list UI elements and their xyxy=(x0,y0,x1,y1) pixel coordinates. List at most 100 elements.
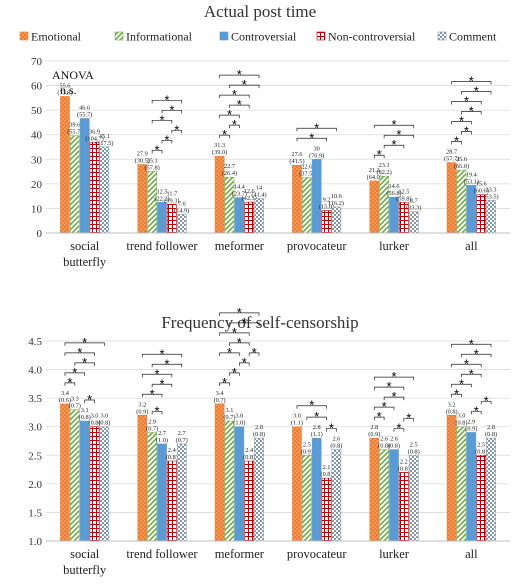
data-label-value: 14.6 xyxy=(388,183,399,190)
data-label-value: 3.0 xyxy=(235,413,243,420)
data-label-sd: (41.4) xyxy=(251,192,266,199)
data-label-sd: (64.0) xyxy=(367,174,382,181)
significance-star: * xyxy=(474,403,479,418)
data-label-value: 2.8 xyxy=(255,424,263,431)
significance-star: * xyxy=(454,133,459,148)
significance-bracket xyxy=(373,154,385,159)
bar-comment-5 xyxy=(486,437,496,542)
bar-controversial-2 xyxy=(234,426,245,542)
data-label-value: 28.7 xyxy=(446,148,457,155)
data-label-value: 12.5 xyxy=(156,188,167,195)
bar-non-controversial-3 xyxy=(321,477,332,542)
significance-bracket xyxy=(141,353,183,358)
significance-star: * xyxy=(391,117,396,132)
significance-bracket xyxy=(171,129,183,134)
data-label-sd: (0.9) xyxy=(301,448,313,455)
data-label-sd: (0.8) xyxy=(79,414,91,421)
bar-controversial-4 xyxy=(389,196,399,234)
data-label-value: 3.1 xyxy=(81,407,89,414)
significance-bracket xyxy=(151,383,173,388)
legend-swatch-3 xyxy=(316,31,326,41)
data-label-value: 2.5 xyxy=(477,441,485,448)
legend-label-3: Non-controversial xyxy=(328,30,416,44)
significance-star: * xyxy=(242,77,247,92)
data-label-value: 9.2 xyxy=(323,196,331,203)
data-label-sd: (0.8) xyxy=(475,448,487,455)
data-label-value: 12.5 xyxy=(398,188,409,195)
data-label-value: 12.6 xyxy=(244,188,255,195)
data-label-value: 31.3 xyxy=(214,142,225,149)
significance-star: * xyxy=(237,67,242,82)
data-label-sd: (26.4) xyxy=(222,170,237,177)
bar-informational-5 xyxy=(456,426,467,542)
data-label-sd: (0.7) xyxy=(146,425,158,432)
significance-bracket xyxy=(219,352,240,356)
data-label-sd: (42.3) xyxy=(242,195,257,202)
data-label-value: 3.0 xyxy=(458,413,466,420)
significance-star: * xyxy=(406,411,411,426)
y-tick-label: 4.0 xyxy=(28,365,42,377)
significance-star: * xyxy=(377,147,382,162)
significance-bracket xyxy=(461,373,482,378)
significance-bracket xyxy=(151,363,183,368)
data-label-sd: (0.8) xyxy=(243,454,255,461)
bar-comment-2 xyxy=(254,198,264,234)
significance-bracket xyxy=(161,139,173,144)
data-label-value: 36.9 xyxy=(89,128,100,135)
significance-star: * xyxy=(459,376,464,391)
data-label-value: 11.7 xyxy=(166,190,177,197)
significance-bracket xyxy=(451,383,472,388)
y-tick-label: 40 xyxy=(31,130,43,142)
bar-controversial-0 xyxy=(79,420,90,542)
y-tick-label: 2.0 xyxy=(28,479,42,491)
significance-star: * xyxy=(464,123,469,138)
significance-bracket xyxy=(373,124,415,129)
bar-non-controversial-5 xyxy=(476,194,487,234)
significance-star: * xyxy=(87,392,92,407)
significance-bracket xyxy=(373,376,415,381)
chart2-plot: 1.01.52.02.53.03.54.04.53.4(0.6) 3.3(0.7)… xyxy=(28,305,510,577)
data-label-value: 2.7 xyxy=(158,430,166,437)
data-label-sd: (30.5) xyxy=(135,157,150,164)
data-label-value: 2.7 xyxy=(178,430,186,437)
significance-bracket xyxy=(151,99,183,104)
significance-bracket xyxy=(461,353,492,358)
significance-bracket xyxy=(84,399,95,403)
significance-star: * xyxy=(164,356,169,371)
significance-star: * xyxy=(227,107,232,122)
significance-star: * xyxy=(469,103,474,118)
significance-star: * xyxy=(67,375,72,390)
data-label-sd: (16.2) xyxy=(329,200,344,207)
bar-controversial-3 xyxy=(311,159,322,234)
significance-bracket xyxy=(64,382,76,386)
data-label-sd: (0.8) xyxy=(455,420,467,427)
data-label-value: 2.4 xyxy=(168,447,177,454)
legend-label-4: Comment xyxy=(449,30,497,44)
bar-emotional-4 xyxy=(369,437,380,542)
category-label: provocateur xyxy=(287,547,348,561)
data-label-value: 3.1 xyxy=(226,407,234,414)
significance-bracket xyxy=(451,141,462,145)
significance-bracket xyxy=(229,124,240,129)
legend-label-0: Emotional xyxy=(31,30,82,44)
significance-bracket xyxy=(219,114,240,119)
significance-bracket xyxy=(326,428,337,432)
category-label: trend follower xyxy=(126,547,198,561)
significance-bracket xyxy=(151,119,173,124)
significance-bracket xyxy=(461,111,482,115)
significance-star: * xyxy=(155,142,160,157)
legend-swatch-2 xyxy=(219,31,229,41)
data-label-sd: (82.2) xyxy=(377,169,392,176)
data-label-sd: (60.6) xyxy=(474,188,489,195)
bar-comment-5 xyxy=(486,200,496,234)
significance-star: * xyxy=(469,336,474,351)
data-label-sd: (66.0) xyxy=(454,163,469,170)
significance-star: * xyxy=(155,403,160,418)
data-label-sd: (1.1) xyxy=(311,431,323,438)
significance-star: * xyxy=(309,398,314,413)
legend-swatch-1 xyxy=(114,31,124,41)
data-label-sd: (14.9) xyxy=(174,207,189,214)
significance-star: * xyxy=(309,130,314,145)
